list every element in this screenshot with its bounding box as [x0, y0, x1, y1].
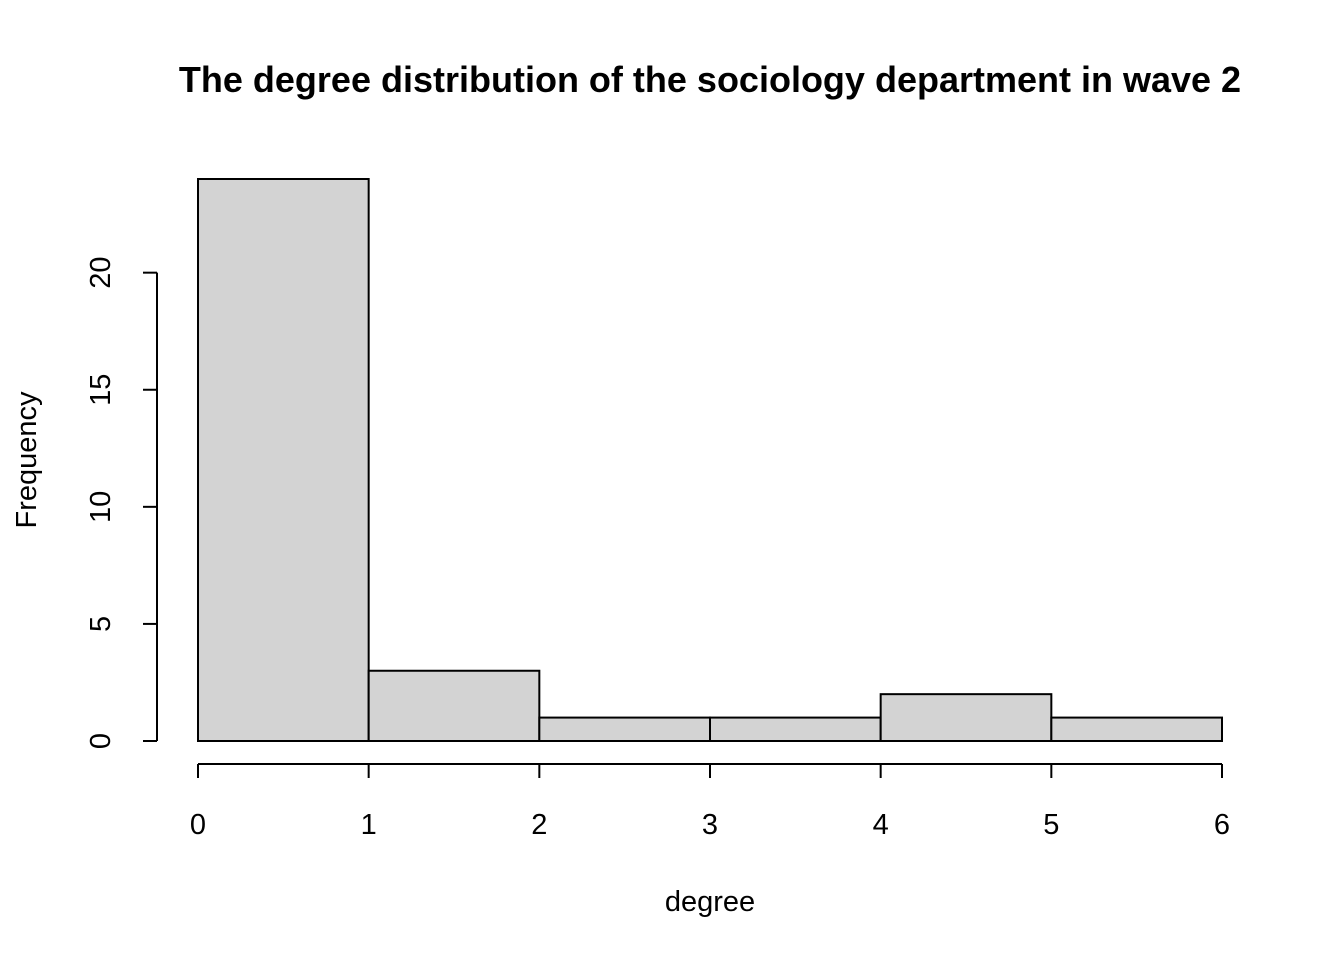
y-axis-label: Frequency	[11, 391, 43, 529]
y-tick-label: 20	[85, 257, 117, 289]
y-axis: 0 5 10 15 20	[85, 257, 158, 749]
histogram-bar-4	[879, 693, 1053, 743]
x-tick-label: 3	[702, 809, 718, 841]
histogram-bar-1	[367, 669, 541, 742]
x-tick-label: 5	[1043, 809, 1059, 841]
histogram-bar-0	[197, 178, 370, 742]
x-axis: 0 1 2 3 4 5 6	[190, 763, 1230, 841]
x-tick-label: 2	[531, 809, 547, 841]
chart-title: The degree distribution of the sociology…	[179, 59, 1241, 100]
x-tick-label: 0	[190, 809, 206, 841]
x-tick-label: 1	[361, 809, 377, 841]
y-tick-label: 15	[85, 374, 117, 406]
y-tick-label: 0	[85, 733, 117, 749]
histogram-bar-5	[1050, 716, 1224, 742]
y-tick-label: 5	[85, 616, 117, 632]
histogram-bar-3	[709, 716, 882, 742]
x-tick-label: 6	[1214, 809, 1230, 841]
histogram-bar-2	[538, 716, 711, 742]
x-axis-label: degree	[665, 886, 755, 918]
x-tick-label: 4	[873, 809, 889, 841]
y-tick-label: 10	[85, 491, 117, 523]
bars	[197, 178, 1224, 743]
